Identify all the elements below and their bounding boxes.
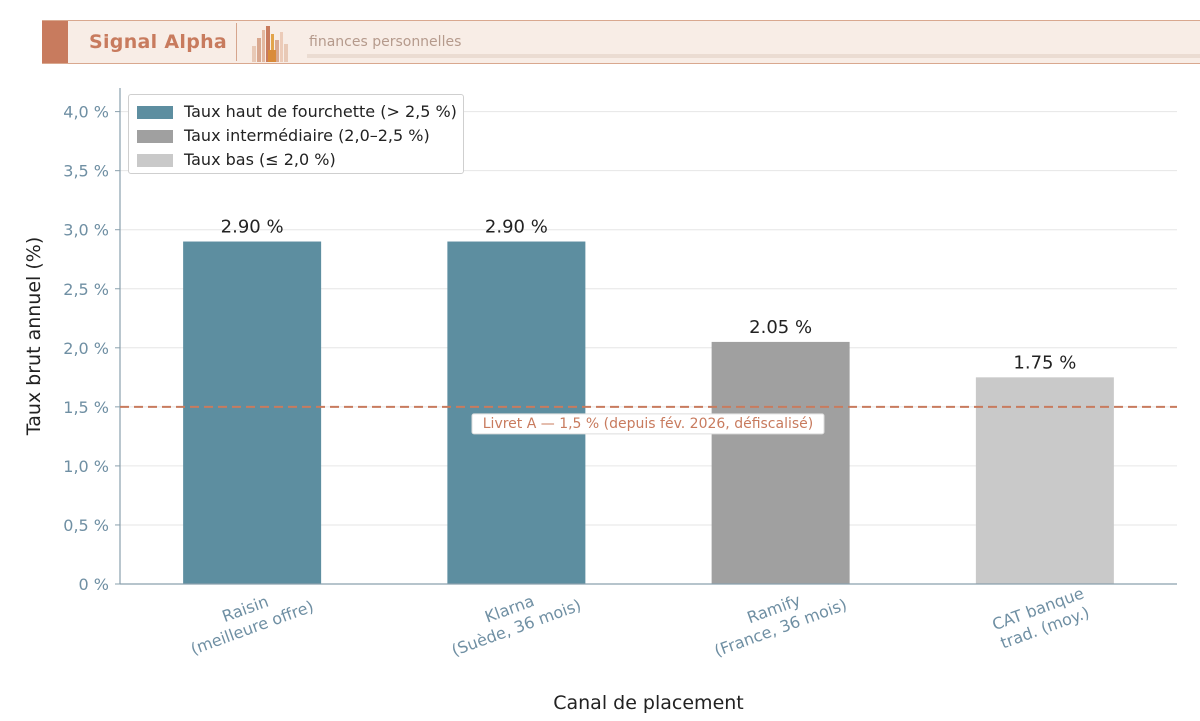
brand-tagline: finances personnelles: [309, 34, 462, 50]
bar: [711, 341, 850, 584]
bar: [447, 241, 586, 584]
y-tick-label: 4,0 %: [63, 103, 109, 122]
brand-color-swatch: [42, 21, 68, 63]
reference-label-box: [471, 413, 825, 435]
chart-legend: Taux haut de fourchette (> 2,5 %) Taux i…: [128, 94, 464, 174]
tagline-rule: [307, 54, 1200, 58]
x-axis-title: Canal de placement: [553, 692, 744, 714]
bar-value-label: 1.75 %: [1013, 352, 1076, 373]
legend-label-mid: Taux intermédiaire (2,0–2,5 %): [184, 126, 430, 145]
bar-value-label: 2.90 %: [485, 217, 548, 238]
y-tick-label: 1,0 %: [63, 457, 109, 476]
y-tick-label: 0 %: [79, 575, 109, 594]
brand-banner: Signal Alpha finances personnelles: [42, 20, 1200, 64]
legend-label-low: Taux bas (≤ 2,0 %): [184, 150, 336, 169]
y-tick-label: 1,5 %: [63, 398, 109, 417]
bar-city-icon: [252, 26, 288, 62]
brand-name: Signal Alpha: [89, 31, 228, 53]
y-tick-label: 2,0 %: [63, 339, 109, 358]
legend-label-high: Taux haut de fourchette (> 2,5 %): [184, 102, 457, 121]
x-tick-label: Klarna(Suède, 36 mois): [449, 591, 584, 660]
reference-label: Livret A — 1,5 % (depuis fév. 2026, défi…: [483, 416, 813, 432]
brand-divider: [236, 23, 237, 61]
y-tick-label: 2,5 %: [63, 280, 109, 299]
bar: [975, 377, 1114, 584]
bar-value-label: 2.05 %: [749, 317, 812, 338]
y-tick-label: 0,5 %: [63, 516, 109, 535]
y-axis-title: Taux brut annuel (%): [23, 237, 45, 437]
bar-value-label: 2.90 %: [221, 217, 284, 238]
legend-swatch-mid: [137, 130, 173, 143]
legend-swatch-high: [137, 106, 173, 119]
y-tick-label: 3,5 %: [63, 162, 109, 181]
legend-swatch-low: [137, 154, 173, 167]
bar: [183, 241, 322, 584]
x-tick-label: Raisin(meilleure offre): [188, 592, 316, 659]
x-tick-label: Ramify(France, 36 mois): [712, 590, 850, 660]
y-tick-label: 3,0 %: [63, 221, 109, 240]
